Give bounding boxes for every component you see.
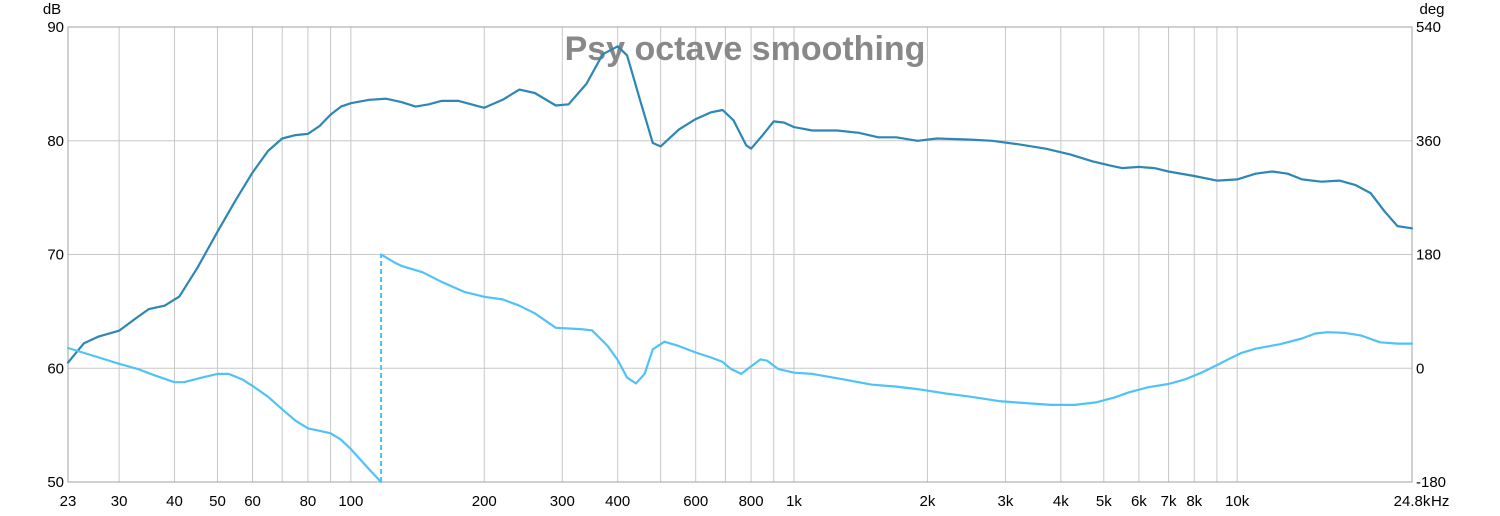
x-tick-label: 1k bbox=[786, 493, 802, 510]
y-left-tick-label: 60 bbox=[47, 360, 64, 377]
x-tick-label: 100 bbox=[338, 493, 363, 510]
x-unit-label: Hz bbox=[1431, 493, 1449, 510]
y-right-tick-label: 360 bbox=[1416, 133, 1441, 150]
plot-border bbox=[67, 26, 1413, 483]
x-tick-label: 300 bbox=[550, 493, 575, 510]
x-tick-label: 7k bbox=[1161, 493, 1177, 510]
y-right-tick-label: 540 bbox=[1416, 19, 1441, 36]
x-tick-label: 60 bbox=[244, 493, 261, 510]
x-axis-ticks: 23 30 40 50 60 80 100 200 300 400 600 800 1k 2k 3k 4k 5k… bbox=[60, 493, 1431, 510]
x-tick-label: 8k bbox=[1186, 493, 1202, 510]
x-tick-label: 10k bbox=[1225, 493, 1250, 510]
x-tick-label: 800 bbox=[739, 493, 764, 510]
x-tick-label: 23 bbox=[60, 493, 77, 510]
y-axis-right: -180 0 180 360 540 bbox=[1416, 19, 1446, 491]
y-left-tick-label: 70 bbox=[47, 247, 64, 264]
y-left-tick-label: 80 bbox=[47, 133, 64, 150]
y-right-unit-label: deg bbox=[1419, 1, 1444, 18]
y-left-unit-label: dB bbox=[43, 1, 61, 18]
plot-frame bbox=[67, 26, 1413, 483]
y-right-tick-label: 0 bbox=[1416, 360, 1424, 377]
x-tick-label: 80 bbox=[300, 493, 317, 510]
x-tick-label: 400 bbox=[605, 493, 630, 510]
x-tick-label: 30 bbox=[111, 493, 128, 510]
x-tick-label: 24.8k bbox=[1394, 493, 1431, 510]
y-right-tick-label: 180 bbox=[1416, 247, 1441, 264]
x-tick-label: 6k bbox=[1131, 493, 1147, 510]
x-tick-label: 40 bbox=[166, 493, 183, 510]
series-group bbox=[66, 45, 1414, 484]
phase-line-segment-2 bbox=[380, 253, 1414, 406]
x-tick-label: 5k bbox=[1096, 493, 1112, 510]
x-tick-label: 2k bbox=[920, 493, 936, 510]
x-tick-label: 50 bbox=[209, 493, 226, 510]
y-axis-left: 50 60 70 80 90 bbox=[47, 19, 64, 491]
spl-line bbox=[66, 45, 1414, 364]
y-right-tick-label: -180 bbox=[1416, 474, 1446, 491]
x-tick-label: 200 bbox=[472, 493, 497, 510]
y-left-tick-label: 90 bbox=[47, 19, 64, 36]
phase-line-segment-1 bbox=[66, 346, 383, 484]
x-tick-label: 4k bbox=[1053, 493, 1069, 510]
x-tick-label: 600 bbox=[683, 493, 708, 510]
x-tick-label: 3k bbox=[998, 493, 1014, 510]
chart-title: Psy octave smoothing bbox=[565, 30, 926, 68]
y-left-tick-label: 50 bbox=[47, 474, 64, 491]
